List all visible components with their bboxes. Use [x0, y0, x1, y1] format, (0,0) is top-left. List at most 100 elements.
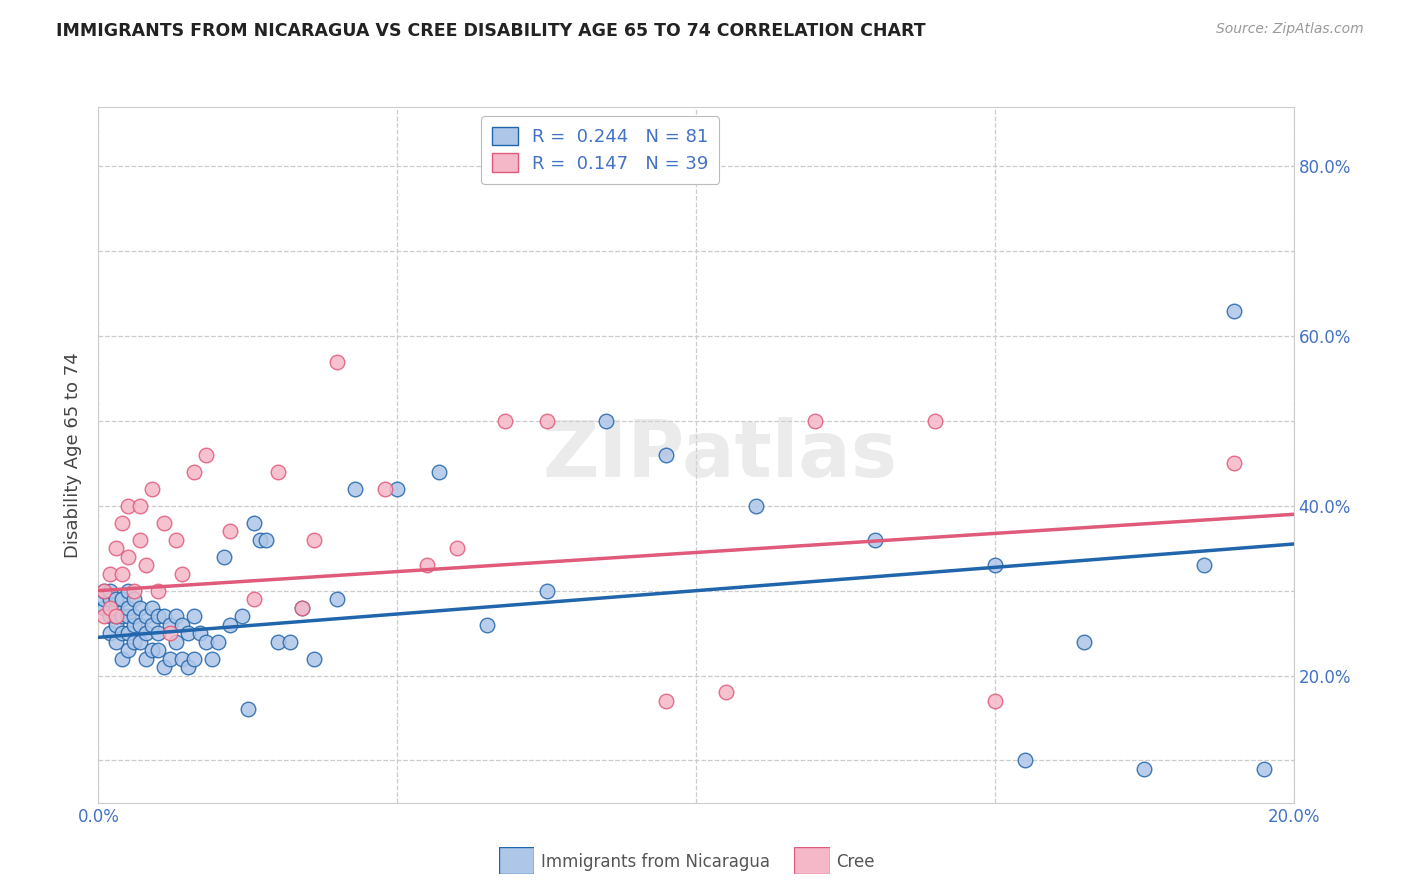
Point — [135, 609, 157, 624]
Point — [804, 414, 827, 428]
Point — [494, 414, 516, 428]
Point — [148, 609, 170, 624]
Point — [267, 634, 290, 648]
Point — [117, 583, 139, 598]
Point — [100, 566, 122, 581]
Point — [219, 617, 242, 632]
Point — [655, 694, 678, 708]
Point — [117, 643, 139, 657]
Point — [93, 583, 115, 598]
Text: Source: ZipAtlas.com: Source: ZipAtlas.com — [1216, 22, 1364, 37]
Text: IMMIGRANTS FROM NICARAGUA VS CREE DISABILITY AGE 65 TO 74 CORRELATION CHART: IMMIGRANTS FROM NICARAGUA VS CREE DISABI… — [56, 22, 927, 40]
Point — [172, 651, 194, 665]
Point — [129, 617, 152, 632]
Point — [219, 524, 242, 539]
Point — [100, 626, 122, 640]
Point — [159, 651, 181, 665]
Text: Cree: Cree — [837, 853, 875, 871]
Point — [93, 583, 115, 598]
Point — [153, 660, 176, 674]
Point — [183, 465, 205, 479]
Point — [105, 617, 128, 632]
Point — [172, 566, 194, 581]
Point — [111, 592, 134, 607]
Point — [427, 465, 450, 479]
Point — [416, 558, 439, 573]
Point — [93, 592, 115, 607]
Text: ZIPatlas: ZIPatlas — [543, 417, 897, 493]
Point — [111, 651, 134, 665]
Point — [153, 516, 176, 530]
Point — [135, 651, 157, 665]
Point — [124, 617, 146, 632]
Point — [291, 600, 314, 615]
Point — [105, 592, 128, 607]
Text: Immigrants from Nicaragua: Immigrants from Nicaragua — [541, 853, 770, 871]
Point — [100, 583, 122, 598]
Point — [302, 651, 325, 665]
Point — [1223, 457, 1246, 471]
Point — [326, 592, 349, 607]
Point — [129, 533, 152, 547]
Point — [135, 626, 157, 640]
Point — [100, 592, 122, 607]
Point — [374, 482, 396, 496]
Point — [1014, 753, 1036, 767]
Point — [326, 354, 349, 368]
Point — [111, 516, 134, 530]
Point — [267, 465, 290, 479]
Point — [302, 533, 325, 547]
Point — [924, 414, 946, 428]
Point — [111, 609, 134, 624]
Point — [117, 499, 139, 513]
Point — [129, 600, 152, 615]
Point — [536, 583, 558, 598]
Point — [1133, 762, 1156, 776]
Point — [111, 626, 134, 640]
Point — [117, 626, 139, 640]
Point — [105, 609, 128, 624]
Point — [159, 626, 181, 640]
Point — [188, 626, 211, 640]
Point — [249, 533, 271, 547]
Point — [177, 626, 200, 640]
Point — [129, 499, 152, 513]
Point — [93, 609, 115, 624]
Point — [865, 533, 887, 547]
Point — [124, 634, 146, 648]
Point — [212, 549, 235, 564]
Point — [344, 482, 367, 496]
Point — [714, 685, 737, 699]
Point — [195, 634, 218, 648]
Legend: R =  0.244   N = 81, R =  0.147   N = 39: R = 0.244 N = 81, R = 0.147 N = 39 — [481, 116, 720, 184]
Point — [984, 694, 1007, 708]
Point — [100, 600, 122, 615]
Point — [1223, 303, 1246, 318]
Point — [278, 634, 301, 648]
Point — [183, 651, 205, 665]
Point — [141, 482, 163, 496]
Point — [117, 609, 139, 624]
Point — [129, 634, 152, 648]
Point — [148, 626, 170, 640]
Point — [105, 609, 128, 624]
Point — [984, 558, 1007, 573]
Point — [236, 702, 259, 716]
Point — [148, 643, 170, 657]
Point — [141, 600, 163, 615]
Point — [172, 617, 194, 632]
Point — [475, 617, 498, 632]
Point — [141, 617, 163, 632]
Point — [153, 609, 176, 624]
Point — [254, 533, 277, 547]
Point — [177, 660, 200, 674]
Point — [93, 600, 115, 615]
Point — [111, 566, 134, 581]
Point — [201, 651, 224, 665]
Point — [1253, 762, 1275, 776]
Point — [243, 516, 266, 530]
Point — [165, 533, 187, 547]
Point — [446, 541, 468, 556]
Point — [207, 634, 229, 648]
Point — [1073, 634, 1095, 648]
